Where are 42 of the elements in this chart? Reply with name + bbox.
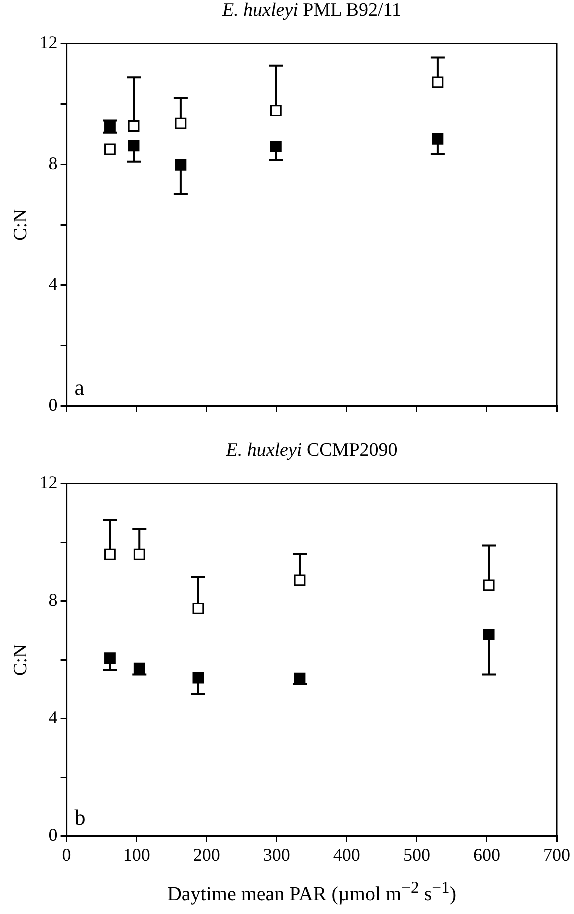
point xyxy=(192,602,204,614)
point xyxy=(175,160,187,171)
point xyxy=(483,629,495,641)
point xyxy=(270,105,282,117)
point xyxy=(432,76,444,88)
x-tick-label: 200 xyxy=(193,844,220,865)
x-tick-label: 500 xyxy=(403,844,430,865)
annotation: a xyxy=(74,374,85,400)
y-axis-title: C:N xyxy=(10,208,32,241)
point xyxy=(294,672,306,684)
chart-title: E. huxleyi PML B92/11 xyxy=(222,0,402,21)
x-tick-label: 600 xyxy=(473,844,500,865)
point xyxy=(128,140,140,152)
x-tick-label: 700 xyxy=(544,844,570,865)
chart-title: E. huxleyi CCMP2090 xyxy=(226,440,398,461)
y-tick-label: 0 xyxy=(48,394,58,415)
point xyxy=(134,662,146,674)
x-axis-title: Daytime mean PAR (µmol m$^{−2}$ s$^{−1}$) xyxy=(166,878,458,907)
point xyxy=(483,580,495,592)
y-tick-label: 8 xyxy=(48,590,58,610)
y-tick-label: 12 xyxy=(40,472,58,493)
y-tick-label: 0 xyxy=(48,825,58,846)
x-tick-label: 0 xyxy=(62,844,72,865)
point xyxy=(294,574,306,586)
point xyxy=(270,141,282,152)
y-tick-label: 4 xyxy=(48,274,58,294)
x-tick-label: 100 xyxy=(123,844,150,865)
point xyxy=(104,652,116,664)
point xyxy=(192,672,204,684)
y-axis-title: C:N xyxy=(10,644,32,676)
x-tick-label: 400 xyxy=(333,844,360,865)
y-tick-label: 4 xyxy=(48,708,58,728)
y-tick-label: 8 xyxy=(48,153,58,174)
point xyxy=(104,548,116,560)
point xyxy=(104,144,116,156)
point xyxy=(134,548,146,560)
annotation: b xyxy=(74,805,86,830)
point xyxy=(432,134,444,145)
point xyxy=(128,120,140,132)
point xyxy=(175,118,187,130)
y-tick-label: 12 xyxy=(40,32,58,53)
x-tick-label: 300 xyxy=(263,844,290,865)
